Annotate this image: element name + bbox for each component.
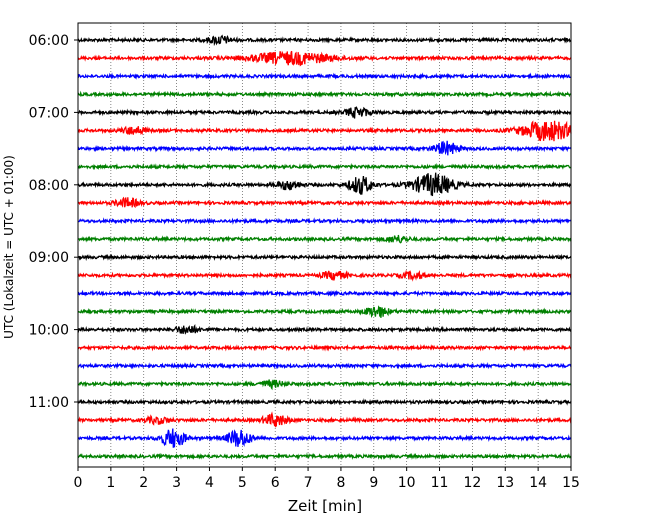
trace-0900	[77, 253, 572, 262]
trace-1030	[77, 361, 572, 370]
trace-1115	[77, 411, 572, 428]
trace-0915	[77, 269, 572, 282]
y-tick-label: 06:00	[29, 33, 69, 49]
trace-0700	[77, 106, 572, 119]
y-axis-ticks: 06:00 07:00 08:00 09:00 10:00 11:00	[29, 33, 78, 411]
y-tick-label: 10:00	[29, 323, 69, 339]
y-tick-label: 09:00	[29, 250, 69, 266]
trace-0630	[77, 72, 572, 81]
y-tick-label: 08:00	[29, 178, 69, 194]
trace-1000	[77, 324, 572, 335]
trace-0945	[77, 305, 572, 318]
x-tick-label: 13	[496, 475, 514, 491]
y-axis-label: UTC (Lokalzeit = UTC + 01:00)	[2, 155, 16, 339]
trace-1045	[77, 379, 572, 391]
x-tick-label: 14	[529, 475, 547, 491]
trace-0930	[77, 289, 572, 298]
x-tick-label: 0	[74, 475, 83, 491]
plot-frame	[77, 22, 572, 468]
trace-0615	[77, 50, 572, 67]
x-tick-label: 9	[369, 475, 378, 491]
trace-0800	[77, 172, 572, 197]
x-tick-label: 15	[562, 475, 580, 491]
trace-0830	[77, 217, 572, 225]
x-tick-label: 12	[463, 475, 481, 491]
x-tick-label: 2	[139, 475, 148, 491]
x-tick-label: 8	[336, 475, 345, 491]
trace-1130	[77, 428, 572, 448]
x-axis-ticks: 0 1 2 3 4 5 6 7 8 9 10 11 12 13 14 15	[74, 467, 580, 491]
x-tick-label: 5	[238, 475, 247, 491]
trace-0715	[77, 120, 572, 142]
seismic-traces	[77, 34, 572, 461]
trace-0845	[77, 234, 572, 244]
x-tick-label: 10	[398, 475, 416, 491]
trace-0645	[77, 90, 572, 99]
trace-1145	[77, 452, 572, 461]
x-tick-label: 4	[205, 475, 214, 491]
y-tick-label: 11:00	[29, 395, 69, 411]
x-axis-label: Zeit [min]	[288, 497, 362, 515]
vertical-gridlines	[110, 23, 539, 467]
x-tick-label: 1	[106, 475, 115, 491]
trace-0815	[77, 196, 572, 209]
x-tick-label: 7	[304, 475, 313, 491]
x-tick-label: 6	[271, 475, 280, 491]
x-tick-label: 11	[431, 475, 449, 491]
y-tick-label: 07:00	[29, 105, 69, 121]
trace-1015	[77, 343, 572, 352]
trace-0600	[77, 34, 572, 47]
x-tick-label: 3	[172, 475, 181, 491]
trace-0745	[77, 162, 572, 171]
trace-0730	[77, 140, 572, 156]
trace-1100	[77, 398, 572, 406]
